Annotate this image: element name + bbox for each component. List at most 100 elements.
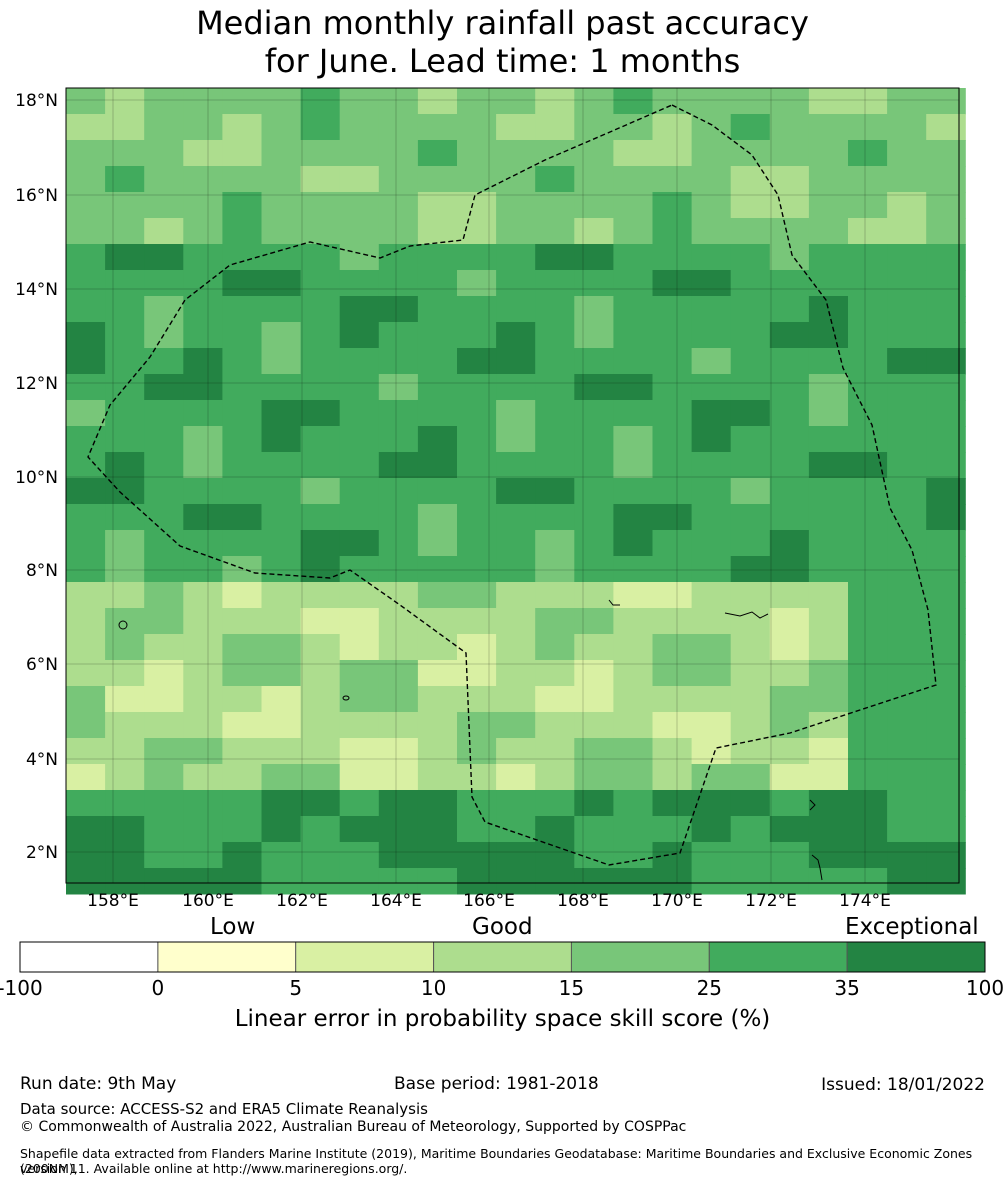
skill-cell <box>339 686 380 713</box>
skill-cell <box>613 322 653 349</box>
skill-cell <box>300 660 341 687</box>
skill-cell <box>222 322 262 349</box>
skill-cell <box>66 660 106 687</box>
skill-cell <box>730 322 771 349</box>
skill-cell <box>730 374 771 401</box>
latitude-labels: 18°N 16°N 14°N 12°N 10°N 8°N 6°N 4°N 2°N <box>15 91 58 863</box>
skill-cell <box>183 114 223 141</box>
skill-cell <box>183 400 223 427</box>
skill-cell <box>926 140 966 167</box>
skill-cell <box>457 556 497 583</box>
skill-cell <box>457 816 497 843</box>
skill-cell <box>887 842 927 869</box>
skill-cell <box>926 296 966 323</box>
skill-cell <box>417 348 458 375</box>
skill-cell <box>417 478 458 505</box>
skill-cell <box>574 582 614 609</box>
map-frame <box>65 87 960 884</box>
skill-cell <box>887 140 927 167</box>
skill-cell <box>535 244 575 271</box>
skill-cell <box>183 842 223 869</box>
skill-cell <box>339 504 380 531</box>
skill-cell <box>613 244 653 271</box>
skill-cell <box>222 114 262 141</box>
skill-cell <box>848 530 888 557</box>
skill-cell <box>887 504 927 531</box>
colorbar-tick-label: -100 <box>0 976 43 1000</box>
skill-cell <box>339 166 380 193</box>
skill-cell <box>769 582 810 609</box>
skill-cell <box>183 426 223 453</box>
skill-cell <box>222 686 262 713</box>
skill-cell <box>339 842 380 869</box>
skill-cell <box>574 868 614 895</box>
skill-cell <box>144 816 184 843</box>
skill-cell <box>848 608 888 635</box>
skill-cell <box>652 426 693 453</box>
skill-cell <box>144 790 184 817</box>
skill-cell <box>300 842 341 869</box>
skill-cell <box>261 322 302 349</box>
skill-cell <box>535 348 575 375</box>
skill-cell <box>144 88 184 115</box>
skill-cell <box>535 790 575 817</box>
skill-cell <box>730 88 771 115</box>
skill-cell <box>535 478 575 505</box>
skill-cell <box>457 608 497 635</box>
skill-cell <box>496 244 536 271</box>
skill-cell <box>808 140 849 167</box>
skill-cell <box>887 738 927 765</box>
skill-cell <box>339 400 380 427</box>
skill-cell <box>613 114 653 141</box>
skill-cell <box>730 738 771 765</box>
skill-cell <box>691 374 732 401</box>
skill-cell <box>496 296 536 323</box>
colorbar-segment <box>433 941 572 973</box>
skill-cell <box>887 712 927 739</box>
skill-cell <box>730 556 771 583</box>
colorbar-tick-label: 25 <box>697 976 722 1000</box>
skill-cell <box>183 88 223 115</box>
skill-cell <box>417 374 458 401</box>
skill-cell <box>691 322 732 349</box>
skill-cell <box>887 114 927 141</box>
skill-cell <box>105 270 145 297</box>
skill-cell <box>261 764 302 791</box>
skill-cell <box>300 530 341 557</box>
skill-cell <box>652 816 693 843</box>
skill-cell <box>769 634 810 661</box>
map-title-line1: Median monthly rainfall past accuracy <box>196 4 809 42</box>
skill-cell <box>457 400 497 427</box>
skill-cell <box>730 816 771 843</box>
skill-cell <box>808 88 849 115</box>
skill-cell <box>66 842 106 869</box>
skill-cell <box>652 452 693 479</box>
skill-cell <box>848 686 888 713</box>
skill-cell <box>300 166 341 193</box>
category-low: Low <box>210 914 256 940</box>
skill-cell <box>613 842 653 869</box>
lon-tick-label: 174°E <box>839 891 891 911</box>
skill-cell <box>613 738 653 765</box>
skill-cell <box>652 166 693 193</box>
skill-cell <box>926 88 966 115</box>
skill-cell <box>652 244 693 271</box>
skill-cell <box>183 504 223 531</box>
skill-cell <box>887 88 927 115</box>
skill-cell <box>496 348 536 375</box>
skill-cell <box>105 712 145 739</box>
skill-cell <box>808 270 849 297</box>
skill-cell <box>652 868 693 895</box>
skill-cell <box>769 374 810 401</box>
skill-cell <box>144 712 184 739</box>
skill-cell <box>183 452 223 479</box>
skill-cell <box>496 842 536 869</box>
skill-cell <box>496 192 536 219</box>
skill-cell <box>691 296 732 323</box>
skill-cell <box>222 270 262 297</box>
skill-cell <box>769 556 810 583</box>
skill-cell <box>496 790 536 817</box>
skill-cell <box>183 270 223 297</box>
skill-cell <box>457 426 497 453</box>
skill-cell <box>105 400 145 427</box>
